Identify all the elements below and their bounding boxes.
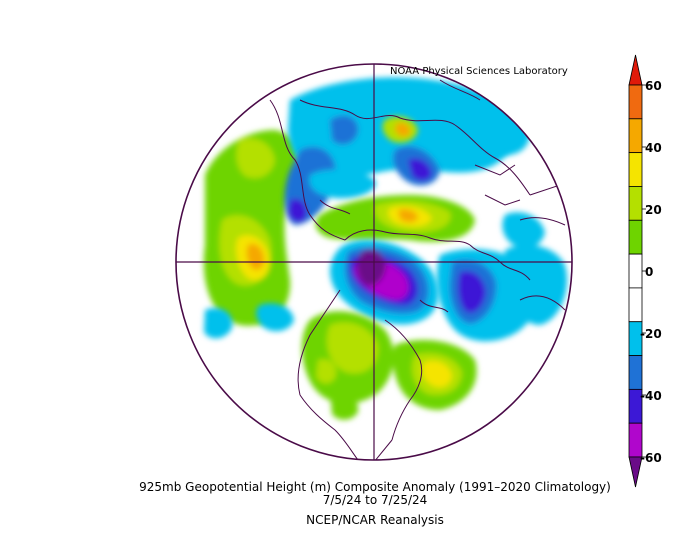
colorbar-segment	[628, 54, 643, 86]
colorbar-segment	[628, 355, 643, 390]
colorbar-segment	[628, 287, 643, 323]
negative-anomaly-east	[204, 94, 568, 342]
colorbar-segment	[628, 152, 643, 187]
positive-anomaly-america	[301, 311, 477, 420]
positive-anomaly-pole	[315, 116, 475, 242]
colorbar-segment	[628, 118, 643, 154]
colorbar-segment	[628, 186, 643, 221]
colorbar	[628, 54, 646, 488]
colorbar-label-40: 40	[645, 141, 662, 155]
caption-source: NCEP/NCAR Reanalysis	[306, 513, 444, 527]
colorbar-label-neg20: -20	[640, 327, 662, 341]
anomaly-field	[176, 64, 572, 460]
colorbar-label-neg60: -60	[640, 451, 662, 465]
colorbar-label-neg40: -40	[640, 389, 662, 403]
colorbar-segment	[628, 84, 643, 120]
positive-anomaly-west	[203, 130, 299, 326]
colorbar-label-60: 60	[645, 79, 662, 93]
colorbar-segment	[628, 253, 643, 289]
colorbar-segment	[628, 456, 643, 488]
colorbar-segment	[628, 219, 643, 255]
colorbar-label-20: 20	[645, 203, 662, 217]
map-frame	[175, 63, 573, 461]
credit-text: NOAA Physical Sciences Laboratory	[390, 66, 568, 77]
negative-anomaly-pole	[330, 239, 439, 325]
colorbar-label-0: 0	[645, 265, 654, 279]
caption-dates: 7/5/24 to 7/25/24	[322, 493, 428, 507]
caption-title: 925mb Geopotential Height (m) Composite …	[139, 480, 611, 494]
